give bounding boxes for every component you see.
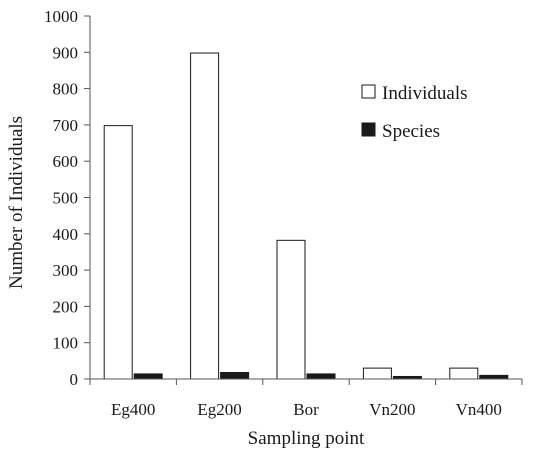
y-tick-label: 600 (53, 152, 79, 171)
legend-swatch-individuals (361, 84, 376, 99)
bar-individuals-eg200 (190, 52, 220, 380)
x-axis-ticks: Eg400 Eg200 Bor Vn200 Vn400 (89, 379, 523, 419)
y-tick-label: 400 (53, 225, 79, 244)
bar-species-vn400 (479, 374, 509, 380)
bar-species-eg400 (133, 373, 163, 380)
y-tick-label: 900 (53, 43, 79, 62)
x-tick-label: Bor (293, 400, 319, 419)
bar-individuals-vn400 (449, 367, 479, 380)
y-tick-label: 0 (70, 370, 79, 389)
y-tick-label: 800 (53, 80, 79, 99)
x-tick-label: Vn200 (369, 400, 415, 419)
bar-individuals-bor (276, 239, 306, 380)
y-tick-label: 700 (53, 116, 79, 135)
y-tick-label: 300 (53, 261, 79, 280)
y-tick-label: 500 (53, 189, 79, 208)
legend: Individuals Species (361, 83, 468, 142)
legend-label-species: Species (382, 121, 440, 142)
x-axis-label: Sampling point (248, 428, 365, 449)
y-axis-ticks: 0 100 200 300 400 500 600 700 800 900 1000 (44, 7, 90, 389)
bar-species-bor (306, 373, 336, 380)
x-tick-label: Eg200 (197, 400, 241, 419)
bar-individuals-vn200 (362, 367, 392, 380)
x-tick-label: Vn400 (456, 400, 502, 419)
y-tick-label: 1000 (44, 7, 78, 26)
y-axis-label: Number of Individuals (6, 116, 27, 289)
y-tick-label: 100 (53, 334, 79, 353)
bar-individuals-eg400 (103, 125, 133, 380)
x-tick-label: Eg400 (111, 400, 155, 419)
y-tick-label: 200 (53, 297, 79, 316)
legend-swatch-species (361, 122, 376, 137)
legend-label-individuals: Individuals (382, 83, 468, 104)
bar-species-eg200 (220, 371, 250, 380)
